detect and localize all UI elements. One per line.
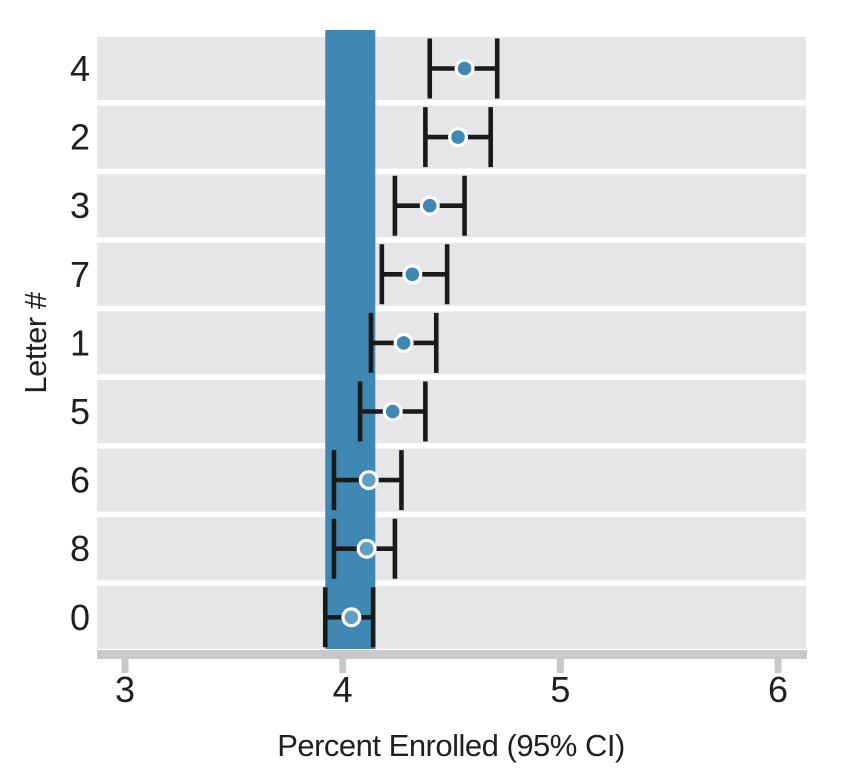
y-category-label: 6 (70, 460, 90, 501)
data-point-marker (457, 61, 472, 76)
data-point-marker (344, 610, 359, 625)
row-band (97, 585, 806, 649)
row-band (97, 380, 806, 443)
x-tick-label: 4 (333, 669, 353, 710)
x-axis-tick (339, 659, 347, 673)
y-axis-title: Letter # (18, 292, 53, 394)
y-category-label: 3 (70, 185, 90, 226)
row-band (97, 242, 806, 306)
row-band (97, 517, 806, 581)
y-category-label: 4 (70, 48, 90, 89)
x-tick-label: 6 (768, 669, 788, 710)
y-category-label: 5 (70, 391, 90, 432)
row-band (97, 311, 806, 375)
data-point-marker (405, 267, 420, 282)
x-axis-title: Percent Enrolled (95% CI) (277, 728, 625, 763)
x-tick-label: 5 (550, 669, 570, 710)
data-point-marker (361, 473, 376, 487)
data-point-marker (359, 541, 374, 556)
y-category-label: 8 (70, 528, 90, 569)
y-category-label: 1 (70, 322, 90, 363)
x-axis-line (97, 650, 807, 659)
data-point-marker (385, 404, 400, 419)
y-category-label: 7 (70, 254, 90, 295)
x-axis-tick (774, 659, 782, 673)
y-category-label: 2 (70, 117, 90, 158)
y-category-label: 0 (70, 597, 90, 638)
data-point-marker (422, 198, 437, 213)
x-axis-tick (121, 659, 129, 673)
data-point-marker (396, 336, 411, 350)
x-axis-tick (556, 659, 564, 673)
data-point-marker (451, 130, 465, 144)
x-tick-label: 3 (115, 669, 135, 710)
row-band (97, 448, 806, 512)
